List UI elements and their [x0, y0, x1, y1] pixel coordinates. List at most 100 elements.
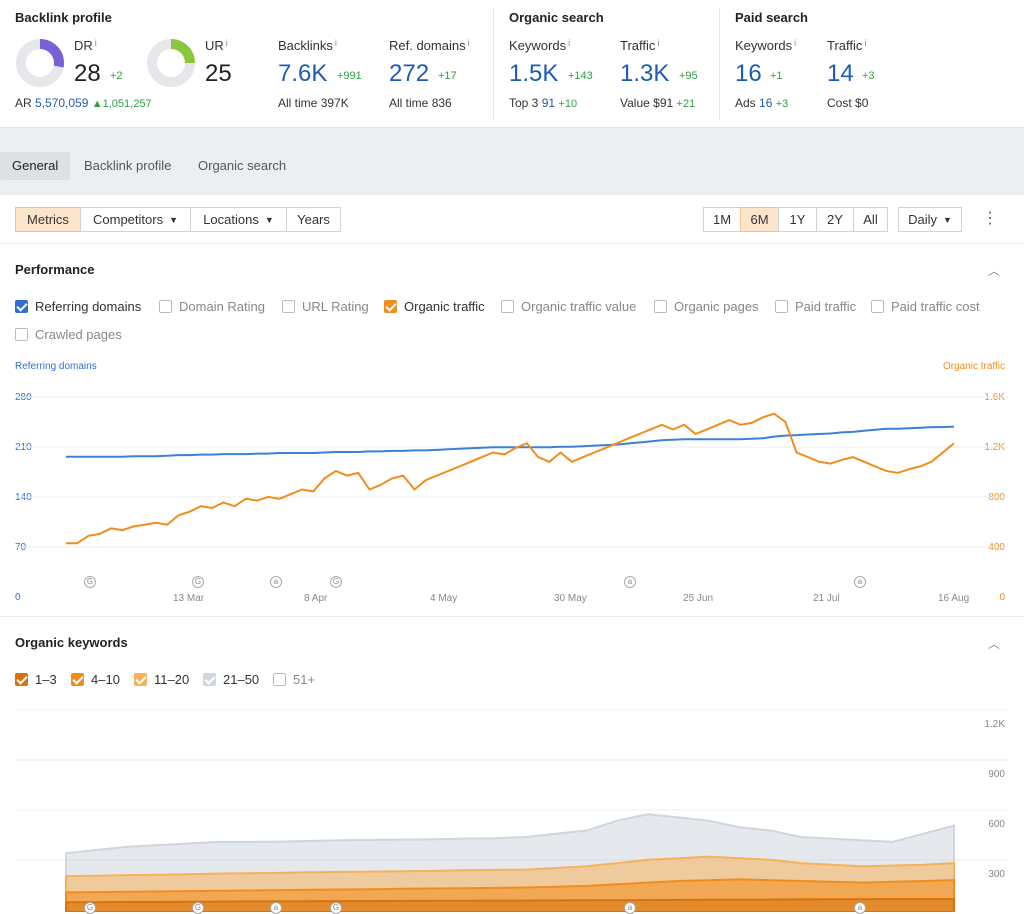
info-icon: i: [864, 38, 867, 48]
tab-bar: [0, 128, 1024, 195]
interval-dropdown[interactable]: Daily ▼: [898, 207, 962, 232]
checkbox-icon: [15, 673, 28, 686]
checkbox-crawled-pages[interactable]: Crawled pages: [15, 327, 122, 342]
checkbox-icon: [159, 300, 172, 313]
checkbox-organic-traffic[interactable]: Organic traffic: [384, 299, 485, 314]
x-tick: 8 Apr: [304, 593, 328, 604]
checkbox-referring-domains[interactable]: Referring domains: [15, 299, 141, 314]
left-axis-title: Referring domains: [15, 361, 97, 372]
value-row: Value $91 +21: [620, 96, 696, 110]
checkbox-domain-rating[interactable]: Domain Rating: [159, 299, 265, 314]
checkbox-icon: [501, 300, 514, 313]
dr-value: 28: [74, 60, 101, 87]
google-update-marker-icon[interactable]: G: [192, 576, 204, 588]
x-tick: 13 Mar: [173, 593, 205, 604]
checkbox-icon: [273, 673, 286, 686]
checkbox-icon: [71, 673, 84, 686]
backlinks-label[interactable]: Backlinks i: [278, 38, 337, 53]
checkbox-icon: [134, 673, 147, 686]
paid-traffic-label[interactable]: Traffic i: [827, 38, 867, 53]
checkbox-organic-traffic-value[interactable]: Organic traffic value: [501, 299, 636, 314]
right-tick: 1.2K: [984, 719, 1005, 730]
range-1m[interactable]: 1M: [703, 207, 741, 232]
info-icon: i: [657, 38, 660, 48]
ref-domains-alltime: All time 836: [389, 96, 452, 110]
checkbox-pos-1-3[interactable]: 1–3: [15, 672, 57, 687]
checkbox-url-rating[interactable]: URL Rating: [282, 299, 369, 314]
right-axis-title: Organic traffic: [942, 361, 1005, 372]
tab-backlink-profile[interactable]: Backlink profile: [84, 158, 172, 173]
dr-label[interactable]: DR i: [74, 38, 97, 53]
x-tick: 16 Aug: [938, 593, 970, 604]
checkbox-pos-51-plus[interactable]: 51+: [273, 672, 315, 687]
caret-down-icon: ▼: [942, 215, 952, 226]
backlinks-value[interactable]: 7.6K: [278, 60, 328, 87]
locations-dropdown[interactable]: Locations ▼: [190, 207, 287, 232]
ar-delta: ▲1,051,257: [91, 98, 152, 110]
checkbox-icon: [15, 300, 28, 313]
x-tick: 21 Jul: [813, 593, 840, 604]
checkbox-pos-4-10[interactable]: 4–10: [71, 672, 120, 687]
right-tick: 600: [988, 819, 1005, 830]
checkbox-organic-pages[interactable]: Organic pages: [654, 299, 759, 314]
organic-traffic-value[interactable]: 1.3K: [620, 60, 670, 87]
annotation-marker-icon[interactable]: a: [270, 576, 282, 588]
google-update-marker-icon[interactable]: G: [330, 902, 342, 914]
annotation-marker-icon[interactable]: a: [624, 902, 636, 914]
google-update-marker-icon[interactable]: G: [192, 902, 204, 914]
ref-domains-value[interactable]: 272: [389, 60, 430, 87]
organic-keywords-chart[interactable]: [0, 700, 1024, 912]
info-icon: i: [568, 38, 571, 48]
collapse-chevron-icon[interactable]: ︿: [988, 637, 1001, 651]
range-1y[interactable]: 1Y: [778, 207, 817, 232]
range-2y[interactable]: 2Y: [816, 207, 854, 232]
ads-row: Ads 16 +3: [735, 96, 789, 110]
paid-keywords-value[interactable]: 16: [735, 60, 762, 87]
x-tick: 30 May: [554, 593, 587, 604]
paid-keywords-label[interactable]: Keywords i: [735, 38, 797, 53]
backlink-profile-title: Backlink profile: [15, 10, 112, 25]
years-button[interactable]: Years: [286, 207, 341, 232]
range-all[interactable]: All: [853, 207, 888, 232]
tab-organic-search[interactable]: Organic search: [198, 158, 287, 173]
checkbox-paid-traffic[interactable]: Paid traffic: [775, 299, 856, 314]
checkbox-pos-11-20[interactable]: 11–20: [134, 672, 189, 687]
google-update-marker-icon[interactable]: G: [84, 902, 96, 914]
annotation-marker-icon[interactable]: a: [270, 902, 282, 914]
caret-down-icon: ▼: [264, 215, 274, 226]
right-tick: 300: [988, 869, 1005, 880]
google-update-marker-icon[interactable]: G: [84, 576, 96, 588]
ref-domains-label[interactable]: Ref. domains i: [389, 38, 470, 53]
annotation-marker-icon[interactable]: a: [624, 576, 636, 588]
competitors-dropdown[interactable]: Competitors ▼: [80, 207, 191, 232]
tab-general[interactable]: General: [0, 152, 71, 180]
organic-traffic-label[interactable]: Traffic i: [620, 38, 660, 53]
paid-keywords-delta: +1: [770, 70, 783, 82]
checkbox-icon: [282, 300, 295, 313]
organic-keywords-value[interactable]: 1.5K: [509, 60, 559, 87]
organic-keywords-label[interactable]: Keywords i: [509, 38, 571, 53]
annotation-marker-icon[interactable]: a: [854, 576, 866, 588]
info-icon: i: [225, 38, 228, 48]
summary-header: Backlink profile DR i 28 +2 UR i 25 AR 5,5…: [0, 0, 1024, 128]
range-6m[interactable]: 6M: [740, 207, 779, 232]
metrics-button[interactable]: Metrics: [15, 207, 81, 232]
more-options-icon[interactable]: ⋮: [982, 210, 998, 227]
divider: [0, 616, 1024, 617]
paid-traffic-value[interactable]: 14: [827, 60, 854, 87]
divider: [493, 8, 494, 120]
paid-traffic-delta: +3: [862, 70, 875, 82]
ar-value: 5,570,059: [35, 96, 89, 110]
performance-chart[interactable]: [0, 380, 1024, 590]
annotation-marker-icon[interactable]: a: [854, 902, 866, 914]
checkbox-paid-traffic-cost[interactable]: Paid traffic cost: [871, 299, 980, 314]
checkbox-pos-21-50[interactable]: 21–50: [203, 672, 259, 687]
ur-label[interactable]: UR i: [205, 38, 228, 53]
organic-keywords-delta: +143: [568, 70, 593, 82]
google-update-marker-icon[interactable]: G: [330, 576, 342, 588]
area-series-1–3: [65, 898, 955, 912]
checkbox-icon: [654, 300, 667, 313]
x-tick: 25 Jun: [683, 593, 714, 604]
collapse-chevron-icon[interactable]: ︿: [988, 264, 1001, 278]
organic-keywords-title: Organic keywords: [15, 635, 128, 650]
